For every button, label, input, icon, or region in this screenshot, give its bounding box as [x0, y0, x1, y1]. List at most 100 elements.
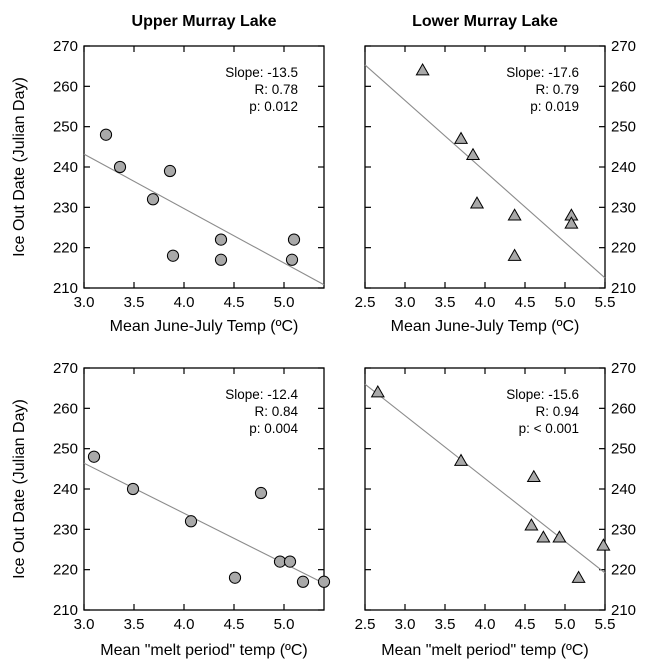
data-point — [507, 208, 522, 221]
x-tick-label: 4.0 — [174, 294, 195, 311]
data-point — [524, 518, 539, 531]
y-tick-label: 220 — [611, 562, 636, 579]
stat-p: p: < 0.001 — [519, 421, 579, 436]
panel-3: 3.0 3.5 4.0 4.5 5.0 210 220 230 240 250 260 270 Slop… — [11, 360, 331, 659]
regression-line — [83, 153, 325, 286]
x-tick-label: 5.0 — [555, 294, 576, 311]
x-tick-label: 3.5 — [435, 294, 456, 311]
y-tick-label: 250 — [611, 441, 636, 458]
data-point — [163, 164, 177, 178]
data-point — [166, 249, 180, 262]
y-tick-label: 230 — [611, 199, 636, 216]
data-point — [214, 253, 228, 266]
data-point — [571, 570, 586, 583]
x-tick-label: 4.0 — [174, 616, 195, 633]
stat-p: p: 0.012 — [249, 99, 298, 114]
stat-slope: Slope: -17.6 — [506, 65, 579, 80]
y-tick-label: 210 — [611, 602, 636, 619]
x-tick-label: 4.5 — [224, 616, 245, 633]
stat-r: R: 0.84 — [254, 404, 298, 419]
x-tick-label: 4.5 — [515, 616, 536, 633]
y-tick-label: 270 — [611, 38, 636, 55]
data-point — [214, 233, 228, 246]
y-tick-label: 240 — [611, 481, 636, 498]
y-tick-label: 240 — [611, 159, 636, 176]
x-tick-label: 5.5 — [595, 616, 616, 633]
x-tick-label: 5.5 — [595, 294, 616, 311]
data-point — [285, 253, 299, 266]
x-axis-label: Mean June-July Temp (ºC) — [110, 318, 299, 335]
data-point — [469, 196, 485, 209]
data-point — [552, 530, 567, 543]
data-point — [126, 482, 140, 496]
data-point — [184, 515, 198, 528]
data-point — [87, 450, 101, 463]
stat-r: R: 0.79 — [535, 82, 579, 97]
stat-slope: Slope: -12.4 — [225, 387, 298, 402]
y-tick-label: 220 — [53, 240, 78, 257]
y-tick-label: 260 — [611, 400, 636, 417]
y-tick-label: 270 — [53, 360, 78, 377]
y-tick-label: 210 — [53, 280, 78, 297]
x-tick-label: 4.5 — [224, 294, 245, 311]
x-tick-label: 3.5 — [435, 616, 456, 633]
y-tick-label: 230 — [53, 521, 78, 538]
data-point — [283, 555, 297, 568]
x-tick-label: 5.0 — [555, 616, 576, 633]
stat-slope: Slope: -15.6 — [506, 387, 579, 402]
data-point — [296, 575, 310, 588]
x-tick-label: 3.0 — [395, 616, 416, 633]
chart-title: Lower Murray Lake — [412, 13, 558, 30]
y-tick-label: 270 — [53, 38, 78, 55]
panel-1: 3.0 3.5 4.0 4.5 5.0 210 220 230 240 250 260 270 Slop… — [11, 13, 325, 335]
y-tick-label: 220 — [53, 562, 78, 579]
stat-r: R: 0.94 — [535, 404, 579, 419]
y-tick-label: 250 — [611, 119, 636, 136]
x-tick-label: 4.0 — [475, 294, 496, 311]
chart-title: Upper Murray Lake — [132, 13, 277, 30]
stat-p: p: 0.019 — [530, 99, 579, 114]
y-tick-label: 250 — [53, 119, 78, 136]
regression-line — [364, 64, 606, 279]
y-tick-label: 210 — [53, 602, 78, 619]
y-axis-label: Ice Out Date (Julian Day) — [11, 399, 28, 579]
data-point — [453, 453, 469, 466]
stat-slope: Slope: -13.5 — [225, 65, 298, 80]
y-tick-label: 260 — [53, 400, 78, 417]
data-point — [254, 486, 268, 500]
y-tick-label: 270 — [611, 360, 636, 377]
data-point — [596, 538, 611, 551]
x-tick-label: 5.0 — [274, 616, 295, 633]
x-axis-label: Mean "melt period" temp (ºC) — [381, 642, 589, 659]
x-tick-label: 2.5 — [355, 616, 376, 633]
y-tick-label: 260 — [53, 78, 78, 95]
stat-p: p: 0.004 — [249, 421, 298, 436]
y-tick-label: 230 — [53, 199, 78, 216]
x-tick-label: 3.0 — [74, 616, 95, 633]
data-point — [287, 233, 301, 246]
x-tick-label: 2.5 — [355, 294, 376, 311]
x-tick-label: 3.5 — [124, 616, 145, 633]
x-tick-label: 4.0 — [475, 616, 496, 633]
y-tick-label: 240 — [53, 159, 78, 176]
y-tick-label: 260 — [611, 78, 636, 95]
y-tick-label: 250 — [53, 441, 78, 458]
y-tick-label: 230 — [611, 521, 636, 538]
stat-r: R: 0.78 — [254, 82, 298, 97]
x-axis-label: Mean June-July Temp (ºC) — [391, 318, 580, 335]
data-point — [113, 160, 127, 174]
data-point — [370, 384, 385, 398]
y-tick-label: 210 — [611, 280, 636, 297]
x-tick-label: 4.5 — [515, 294, 536, 311]
x-tick-label: 3.0 — [74, 294, 95, 311]
data-point — [564, 216, 579, 229]
data-point — [146, 193, 160, 206]
data-point — [453, 131, 469, 144]
data-point — [526, 469, 541, 483]
data-point — [536, 530, 551, 543]
y-tick-label: 240 — [53, 481, 78, 498]
data-point — [465, 147, 481, 161]
